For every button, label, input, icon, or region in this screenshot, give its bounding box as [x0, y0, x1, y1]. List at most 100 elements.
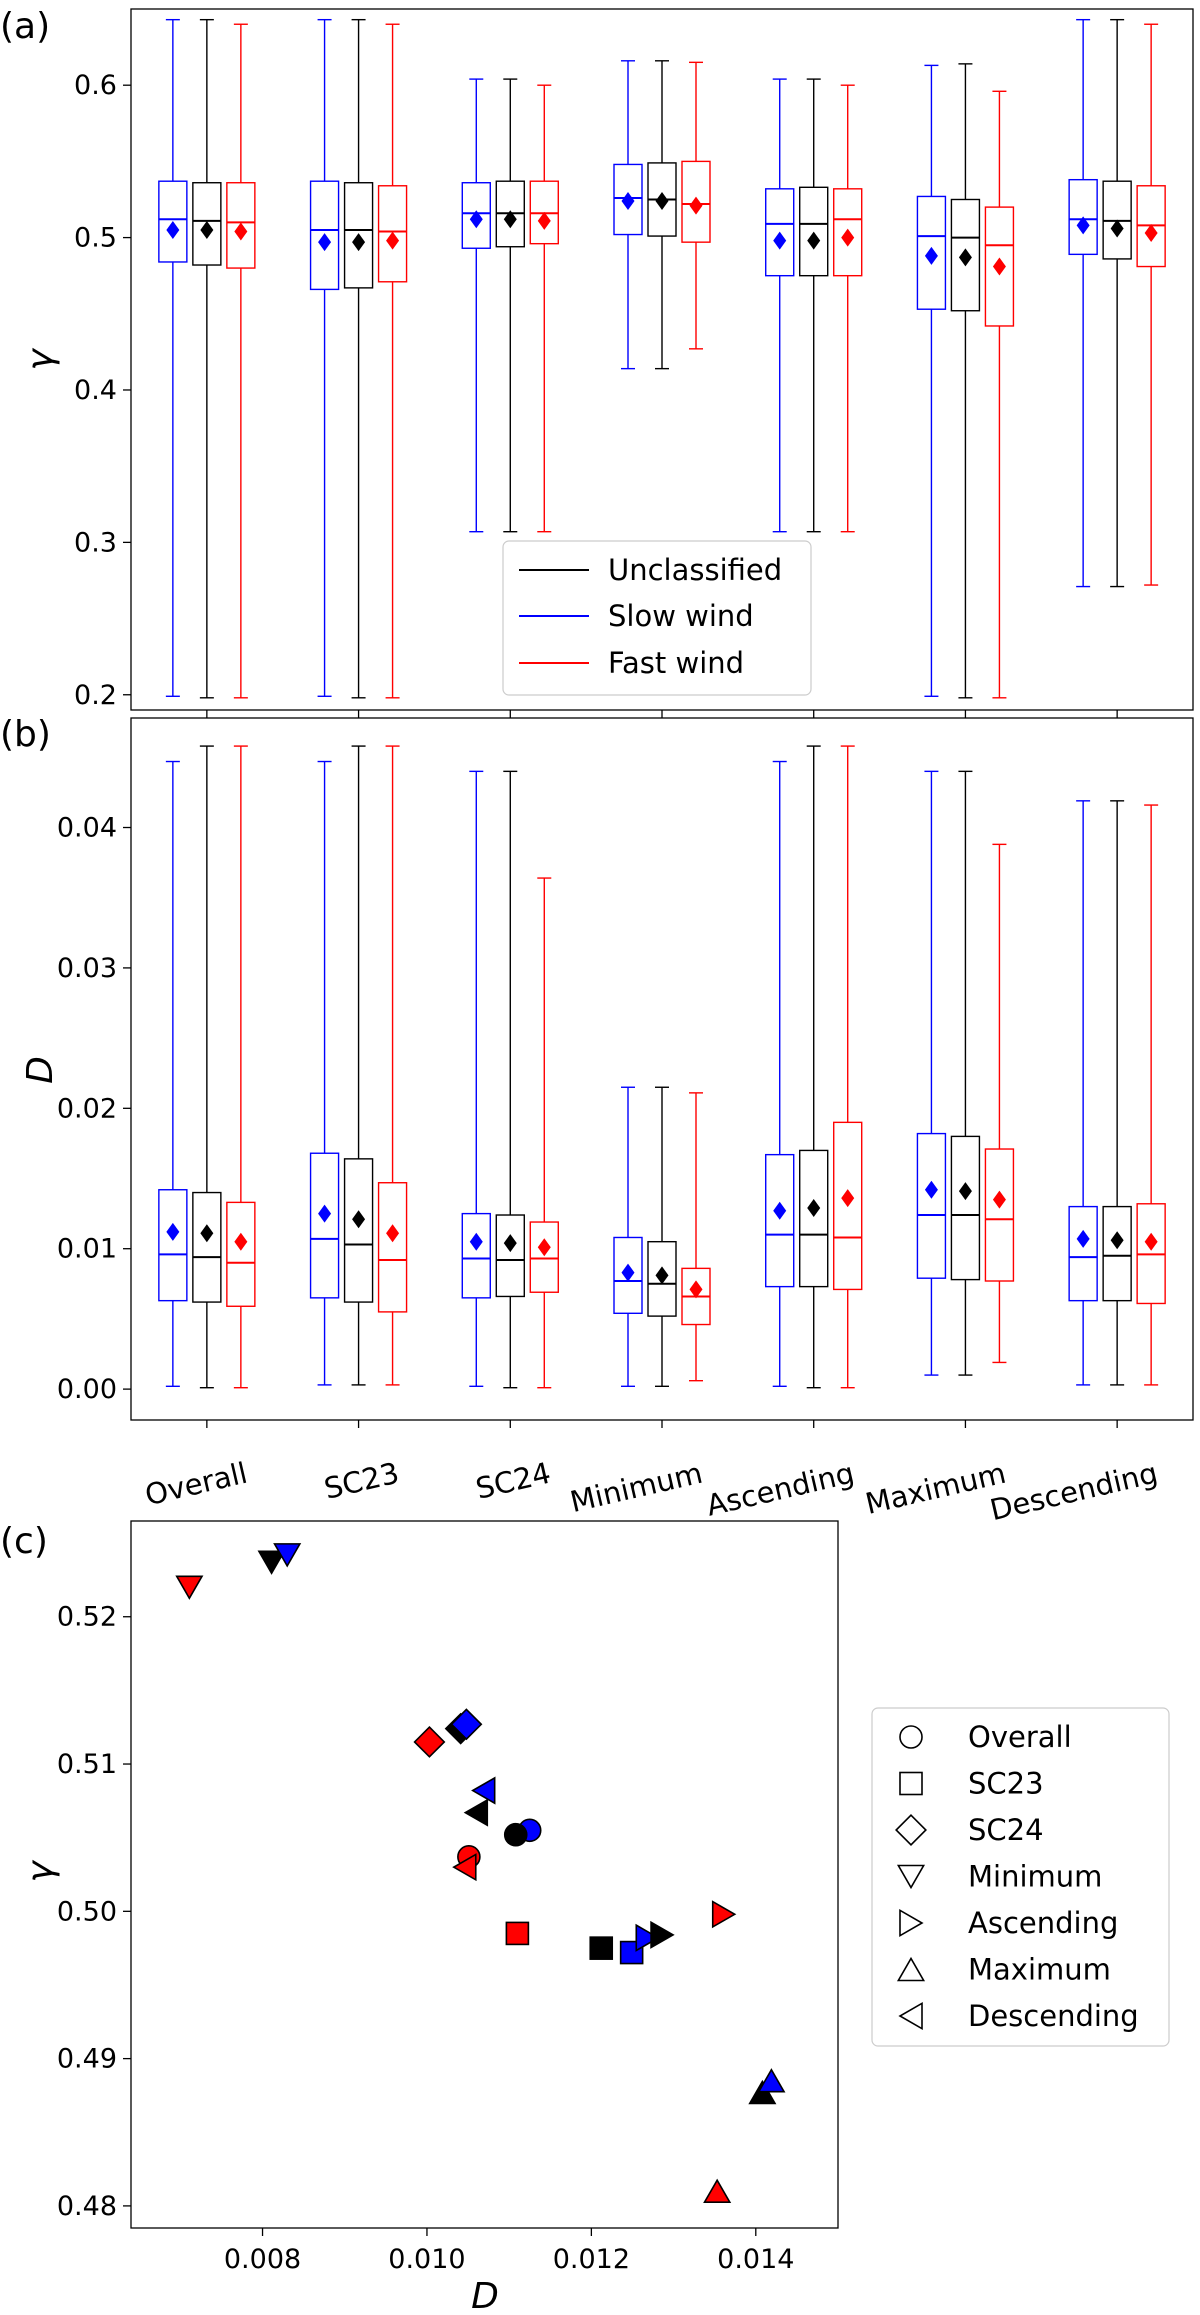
y-tick-label-c: 0.49: [57, 2044, 117, 2075]
y-tick-label-c: 0.51: [57, 1749, 117, 1780]
box-fast-wind-minimum: [681, 61, 711, 350]
box-iqr: [495, 1214, 525, 1298]
mean-marker: [1144, 1232, 1158, 1251]
category-label-maximum: Maximum: [862, 1456, 1009, 1521]
x-tick-label-c: 0.010: [388, 2244, 465, 2275]
legend-frame-a: [502, 540, 812, 696]
box-iqr: [529, 1221, 559, 1293]
mean-marker: [234, 1232, 248, 1251]
point-descending-000000: [463, 1798, 489, 1827]
category-label-sc24: SC24: [473, 1456, 554, 1506]
mean-marker: [689, 1280, 703, 1299]
point-minimum-ff0000: [175, 1575, 204, 1600]
box-iqr: [343, 182, 374, 289]
point-minimum-000000: [257, 1550, 286, 1575]
box-iqr: [984, 1148, 1015, 1282]
legend-label-unclassified: Unclassified: [608, 553, 782, 587]
x-tick-label-c: 0.008: [224, 2244, 301, 2275]
box-unclassified-ascending: [799, 745, 829, 1389]
scatter-points-c: [175, 1543, 786, 2203]
y-tick-label-a: 0.2: [74, 680, 117, 711]
box-fast-wind-sc23: [377, 23, 408, 699]
legend-marker-triangle-up: [896, 1956, 926, 1982]
y-tick-label-a: 0.6: [74, 70, 117, 101]
legend-label-descending: Descending: [968, 1999, 1139, 2033]
mean-marker: [841, 1189, 855, 1208]
legend-entries-c: Overall SC23 SC24 Minimum Ascending Maximum De…: [895, 1720, 1139, 2033]
box-unclassified-descending: [1102, 18, 1132, 588]
box-iqr: [226, 1201, 256, 1307]
mean-marker: [166, 1222, 180, 1241]
category-label-minimum: Minimum: [567, 1456, 706, 1519]
mean-marker: [655, 192, 669, 211]
box-iqr: [647, 1240, 677, 1317]
box-unclassified-sc23: [343, 745, 374, 1386]
box-slow-wind-minimum: [613, 60, 643, 370]
point-ascending-000000: [650, 1920, 675, 1949]
box-fast-wind-descending: [1136, 804, 1166, 1386]
box-iqr: [158, 180, 188, 263]
y-axis-label-a: γ: [20, 348, 61, 371]
box-iqr: [799, 1149, 829, 1288]
category-label-overall: Overall: [142, 1456, 251, 1512]
box-unclassified-sc24: [495, 78, 525, 533]
box-unclassified-maximum: [950, 63, 981, 699]
mean-marker: [689, 196, 703, 215]
box-iqr: [916, 195, 947, 310]
legend-label-fast-wind: Fast wind: [608, 646, 744, 680]
box-slow-wind-overall: [158, 18, 188, 697]
legend-label-maximum: Maximum: [968, 1953, 1111, 1987]
mean-marker: [655, 1266, 669, 1285]
box-fast-wind-sc24: [529, 877, 559, 1389]
box-fast-wind-overall: [226, 23, 256, 699]
legend-marker-triangle-down: [896, 1864, 926, 1890]
box-iqr: [461, 1212, 491, 1299]
box-slow-wind-maximum: [916, 770, 947, 1376]
box-unclassified-minimum: [647, 60, 677, 370]
box-slow-wind-minimum: [613, 1086, 643, 1388]
y-tick-label-b: 0.00: [57, 1374, 117, 1405]
mean-marker: [469, 1232, 483, 1251]
mean-marker: [234, 222, 248, 241]
panel-label-b: (b): [0, 714, 51, 755]
mean-marker: [1076, 1229, 1090, 1248]
legend-label-slow-wind: Slow wind: [608, 599, 754, 633]
boxplots-b: [158, 745, 1166, 1389]
box-iqr: [1102, 1205, 1132, 1302]
point-sc23-000000: [589, 1936, 614, 1960]
box-iqr: [309, 1152, 340, 1299]
mean-marker: [1076, 216, 1090, 235]
y-tick-label-a: 0.5: [74, 223, 117, 254]
plot-frame-b: [130, 717, 1194, 1421]
mean-marker: [318, 1204, 332, 1223]
box-slow-wind-maximum: [916, 64, 947, 697]
box-slow-wind-sc24: [461, 770, 491, 1388]
category-label-sc23: SC23: [321, 1456, 402, 1506]
mean-marker: [841, 228, 855, 247]
box-slow-wind-sc23: [309, 760, 340, 1386]
mean-marker: [992, 1190, 1006, 1209]
mean-marker: [1144, 224, 1158, 243]
box-iqr: [950, 198, 981, 312]
box-iqr: [916, 1132, 947, 1279]
point-maximum-ff0000: [703, 2178, 732, 2203]
mean-marker: [352, 1210, 366, 1229]
box-slow-wind-descending: [1068, 18, 1098, 588]
box-fast-wind-maximum: [984, 90, 1015, 699]
y-axis-label-b: D: [20, 1056, 61, 1084]
box-slow-wind-ascending: [765, 760, 795, 1388]
box-iqr: [192, 182, 222, 266]
mean-marker: [352, 233, 366, 252]
box-iqr: [309, 180, 340, 291]
mean-marker: [773, 231, 787, 250]
box-iqr: [765, 1153, 795, 1288]
y-axis-a: 0.2 0.3 0.4 0.5 0.6: [74, 70, 1118, 718]
point-ascending-ff0000: [711, 1900, 737, 1929]
box-iqr: [377, 185, 408, 283]
box-fast-wind-minimum: [681, 1092, 711, 1382]
legend-marker-square: [899, 1771, 923, 1796]
box-slow-wind-sc23: [309, 18, 340, 697]
box-iqr: [1068, 178, 1098, 256]
box-unclassified-overall: [192, 745, 222, 1389]
